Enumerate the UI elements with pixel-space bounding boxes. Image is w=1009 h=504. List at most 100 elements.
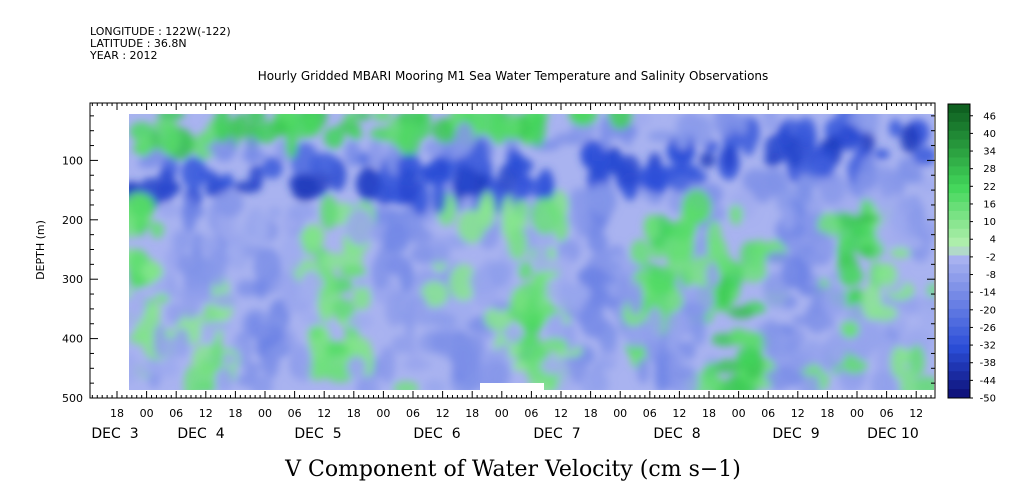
heatmap-cell: [255, 277, 268, 300]
heatmap-cell: [587, 231, 608, 253]
heatmap-cell: [912, 146, 934, 166]
heatmap-cell: [491, 300, 511, 312]
colorbar-label: 46: [983, 111, 996, 122]
heatmap-cell: [214, 190, 244, 218]
heatmap-cell: [401, 358, 432, 371]
heatmap-blobs: [129, 114, 934, 390]
heatmap-cell: [912, 376, 934, 390]
y-tick-label: 400: [62, 333, 83, 346]
heatmap-cell: [556, 372, 576, 390]
colorbar-label: 28: [983, 164, 996, 175]
x-axis-ticks: 18 00 06 12 18 00 06 12 18 00 06 12 18 00 06 12 18 00 06 12…: [91, 103, 932, 442]
heatmap-cell: [503, 325, 523, 344]
heatmap-cell: [372, 114, 392, 122]
colorbar-swatch: [948, 246, 970, 256]
heatmap-cell: [452, 345, 481, 376]
heatmap-cell: [407, 227, 433, 245]
heatmap-cell: [318, 301, 334, 323]
heatmap-cell: [713, 359, 743, 374]
heatmap-cell: [301, 114, 323, 137]
colorbar-swatch: [948, 308, 970, 319]
heatmap-cell: [791, 315, 815, 326]
heatmap-cell: [344, 140, 361, 167]
colorbar-label: -2: [986, 252, 996, 263]
heatmap-cell: [281, 216, 300, 232]
x-hour-label: 18: [347, 407, 361, 420]
colorbar-swatch: [948, 362, 970, 372]
colorbar-swatch: [948, 139, 970, 150]
heatmap-cell: [325, 343, 349, 356]
heatmap-cell: [291, 173, 319, 202]
heatmap-cell: [497, 344, 510, 359]
heatmap-cell: [253, 211, 269, 247]
heatmap-cell: [164, 248, 181, 278]
heatmap-cell: [504, 114, 522, 141]
colorbar-label: -20: [980, 305, 996, 316]
heatmap-cell: [331, 298, 355, 320]
heatmap-cell: [143, 362, 166, 374]
heatmap-cell: [226, 244, 239, 260]
heatmap-cell: [890, 346, 907, 379]
heatmap-cell: [129, 297, 144, 327]
colorbar-label: 34: [983, 147, 996, 158]
x-hour-label: 06: [524, 407, 538, 420]
x-hour-label: 12: [199, 407, 213, 420]
heatmap-cell: [419, 312, 434, 327]
colorbar-label: -32: [980, 341, 996, 352]
heatmap-cell: [721, 376, 751, 390]
heatmap-cell: [386, 291, 403, 328]
heatmap-cell: [507, 227, 528, 261]
heatmap-cell: [391, 335, 407, 355]
heatmap-cell: [717, 275, 731, 308]
heatmap-cell: [585, 185, 615, 213]
heatmap-cell: [562, 284, 592, 304]
heatmap-cell: [158, 203, 181, 218]
heatmap-cell: [192, 282, 213, 296]
heatmap-cell: [516, 173, 533, 199]
heatmap-cell: [901, 156, 922, 183]
heatmap-cell: [393, 381, 419, 390]
heatmap-cell: [876, 219, 895, 247]
data-gap: [480, 383, 544, 391]
heatmap-cell: [246, 114, 266, 124]
heatmap-cell: [747, 118, 761, 146]
heatmap-cell: [765, 251, 793, 264]
heatmap-cell: [579, 302, 605, 338]
heatmap-cell: [762, 114, 779, 132]
heatmap-cell: [134, 134, 153, 157]
heatmap-cell: [859, 244, 876, 258]
heatmap-cell: [267, 206, 282, 219]
colorbar-swatch: [948, 326, 970, 337]
heatmap-cell: [250, 374, 273, 390]
heatmap-cell: [214, 114, 231, 144]
heatmap-cell: [608, 114, 633, 130]
heatmap-cell: [796, 174, 814, 205]
heatmap-cell: [705, 376, 726, 390]
heatmap-cell: [530, 114, 546, 148]
heatmap-cell: [338, 265, 367, 278]
x-hour-label: 12: [436, 407, 450, 420]
heatmap-cell: [398, 168, 420, 206]
heatmap-cell: [599, 115, 612, 152]
colorbar-swatch: [948, 112, 970, 123]
heatmap-cell: [181, 288, 200, 320]
heatmap-cell: [636, 357, 650, 384]
x-hour-label: 18: [465, 407, 479, 420]
colorbar-swatch: [948, 104, 970, 114]
colorbar-frame: [947, 103, 971, 399]
heatmap-cell: [734, 114, 749, 135]
heatmap-cell: [141, 261, 163, 282]
heatmap-cell: [129, 121, 154, 141]
colorbar-swatch: [948, 121, 970, 132]
heatmap-cell: [579, 349, 595, 363]
heatmap-cell: [352, 284, 371, 311]
colorbar-swatch: [948, 184, 970, 194]
heatmap-cell: [646, 306, 663, 344]
heatmap-cell: [430, 241, 450, 265]
x-date-label: DEC 4: [177, 426, 224, 442]
heatmap-cell: [355, 277, 368, 288]
colorbar-swatch: [948, 210, 970, 221]
heatmap-cell: [346, 355, 367, 379]
heatmap-cell: [547, 307, 565, 343]
